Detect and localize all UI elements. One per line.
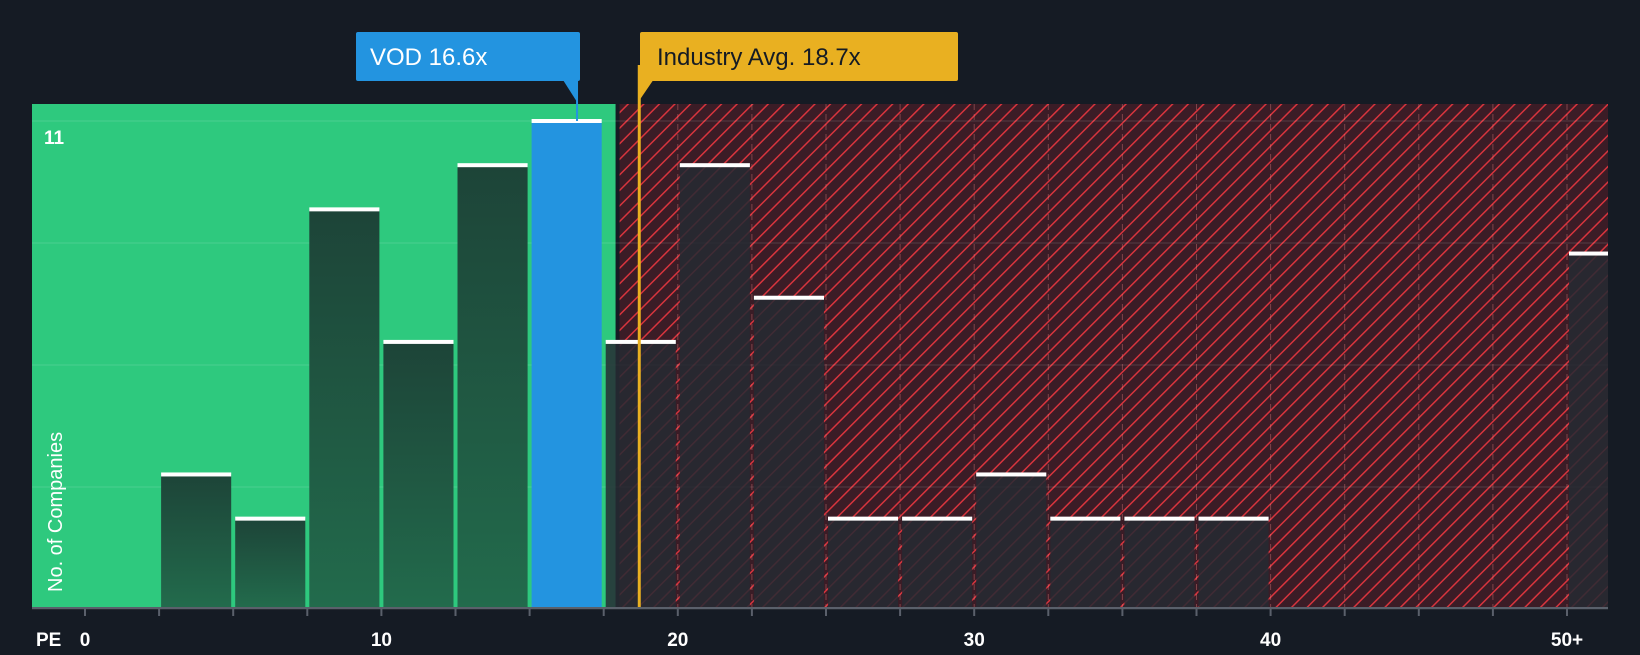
x-axis-title: PE xyxy=(36,630,61,650)
x-tick-label: 40 xyxy=(1260,630,1281,650)
bar-cap xyxy=(902,516,973,521)
bar-cap xyxy=(531,119,602,123)
company-callout-pointer xyxy=(563,80,578,102)
bar-cap xyxy=(679,163,750,168)
bar-cap xyxy=(309,207,380,212)
bar-cap xyxy=(1198,516,1269,521)
bar-cap xyxy=(235,516,306,521)
histogram-bar xyxy=(309,209,380,607)
company-bar xyxy=(531,121,602,607)
histogram-bar xyxy=(457,165,528,607)
histogram-bar xyxy=(976,474,1047,607)
bar-cap xyxy=(161,472,232,477)
bar-cap xyxy=(1569,251,1608,256)
bar-cap xyxy=(1124,516,1195,521)
bar-cap xyxy=(383,339,454,344)
company-callout xyxy=(356,32,580,81)
histogram-bar xyxy=(1050,518,1121,607)
histogram-bar xyxy=(235,518,306,607)
histogram-bar xyxy=(679,165,750,607)
bar-cap xyxy=(1050,516,1121,521)
histogram-bar xyxy=(1569,253,1608,607)
industry-callout xyxy=(640,32,958,81)
histogram-bar xyxy=(161,474,232,607)
histogram-bar xyxy=(753,297,824,607)
histogram-bar xyxy=(828,518,899,607)
x-tick-label: 30 xyxy=(964,630,985,650)
bar-cap xyxy=(976,472,1047,477)
company-callout-label: VOD 16.6x xyxy=(370,44,487,71)
histogram-bar xyxy=(383,341,454,607)
bar-cap xyxy=(828,516,899,521)
x-tick-label: 0 xyxy=(80,630,91,650)
histogram-bar xyxy=(902,518,973,607)
bar-cap xyxy=(753,295,824,300)
x-tick-label: 50+ xyxy=(1551,630,1583,650)
histogram-bar xyxy=(1198,518,1269,607)
histogram-bar xyxy=(1124,518,1195,607)
x-tick-label: 10 xyxy=(371,630,392,650)
y-tick-label: 11 xyxy=(44,128,65,149)
industry-callout-pointer xyxy=(638,80,654,102)
y-axis-title: No. of Companies xyxy=(45,432,67,592)
x-tick-label: 20 xyxy=(667,630,688,650)
bar-cap xyxy=(457,163,528,168)
industry-callout-label: Industry Avg. 18.7x xyxy=(657,44,861,71)
